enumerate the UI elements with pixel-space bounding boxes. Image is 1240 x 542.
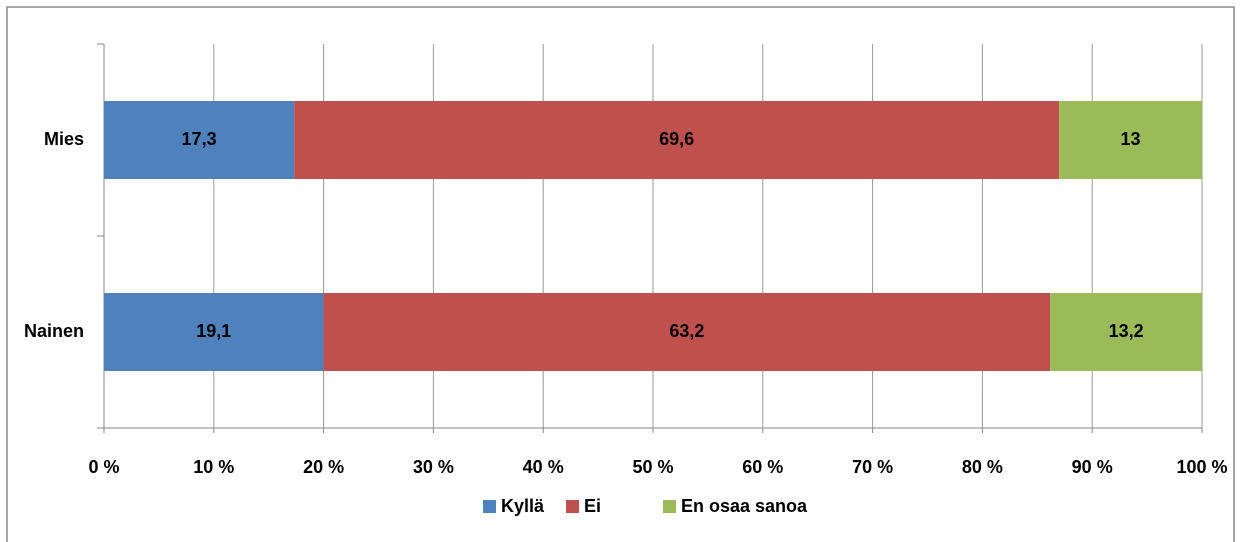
data-label: 19,1 (196, 321, 231, 341)
data-label: 63,2 (669, 321, 704, 341)
bar-segment (323, 293, 1051, 371)
x-tick-label: 90 % (1072, 457, 1113, 477)
legend-label: Ei (584, 496, 601, 516)
data-label: 13 (1121, 129, 1141, 149)
legend-label: En osaa sanoa (681, 496, 808, 516)
y-tick-label: Nainen (24, 321, 84, 341)
x-tick-label: 100 % (1176, 457, 1227, 477)
chart-border (6, 6, 1235, 542)
data-label: 69,6 (659, 129, 694, 149)
bar-segment (294, 101, 1060, 179)
data-label: 17,3 (182, 129, 217, 149)
legend-swatch (483, 500, 496, 513)
x-tick-label: 0 % (88, 457, 119, 477)
x-tick-label: 80 % (962, 457, 1003, 477)
y-tick-label: Mies (44, 129, 84, 149)
legend-label: Kyllä (501, 496, 545, 516)
x-tick-label: 10 % (193, 457, 234, 477)
bar-segment (104, 101, 295, 179)
x-tick-label: 50 % (632, 457, 673, 477)
x-tick-label: 60 % (742, 457, 783, 477)
x-tick-label: 20 % (303, 457, 344, 477)
legend-swatch (663, 500, 676, 513)
bar-segment (104, 293, 324, 371)
legend-swatch (566, 500, 579, 513)
x-tick-label: 30 % (413, 457, 454, 477)
data-label: 13,2 (1109, 321, 1144, 341)
x-tick-label: 70 % (852, 457, 893, 477)
bar-segment (1050, 293, 1202, 371)
bar-segment (1059, 101, 1202, 179)
x-tick-label: 40 % (523, 457, 564, 477)
